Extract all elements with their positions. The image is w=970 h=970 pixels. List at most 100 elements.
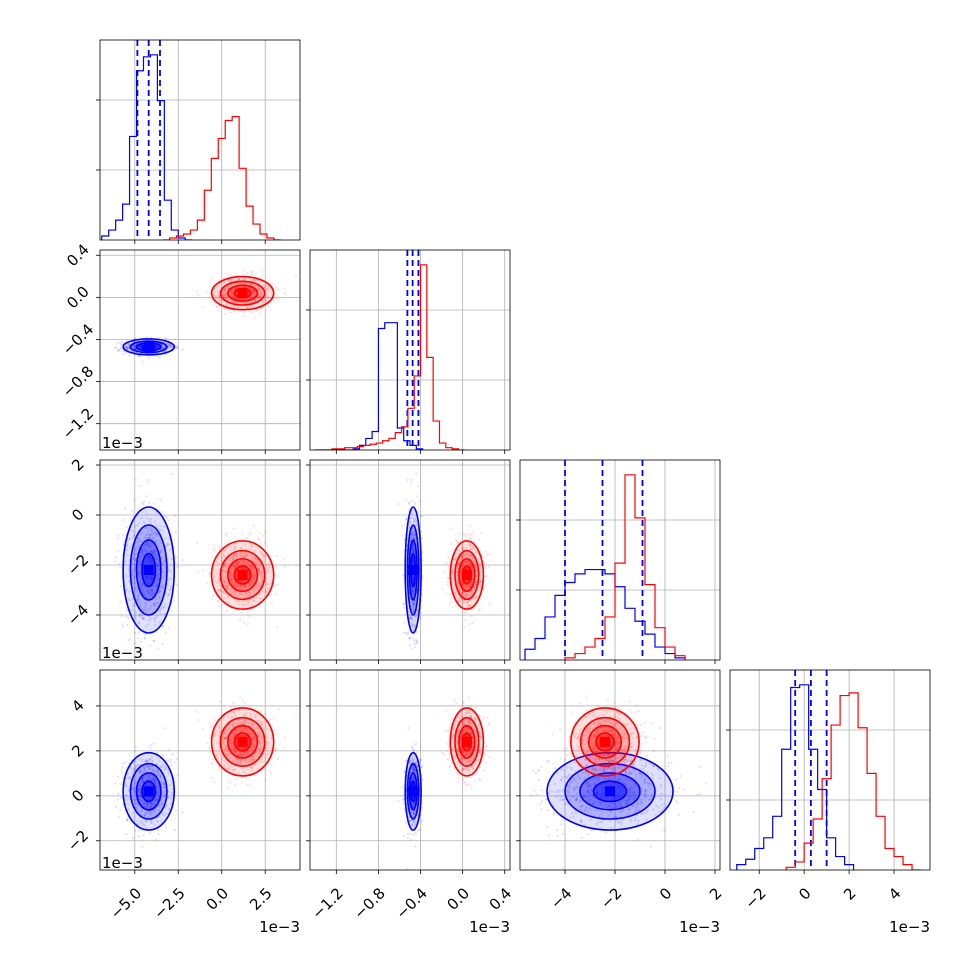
scatter-point [224,547,227,551]
scatter-point [231,288,234,291]
scatter-point [241,285,245,288]
scatter-point [252,278,255,281]
scatter-point [254,574,257,577]
scatter-point [486,575,489,578]
scatter-point [258,568,261,571]
scatter-point [463,561,466,565]
scatter-point [456,570,459,573]
scatter-point [120,347,123,350]
scatter-point [221,552,225,556]
scatter-point [254,556,257,559]
panel-content [113,472,298,650]
scatter-point [146,596,149,599]
scatter-point [138,621,141,625]
scatter-point [155,585,158,588]
scatter-point [150,534,153,537]
scatter-point [470,555,474,558]
scatter-point [150,593,153,596]
scatter-point [251,604,254,607]
scatter-point [240,584,243,587]
scatter-point [225,302,229,305]
scatter-point [150,542,154,545]
scatter-point [128,354,131,357]
scatter-point [225,286,228,289]
scatter-point [136,597,139,601]
scatter-point [408,644,412,647]
scatter-point [243,285,246,289]
scatter-point [229,545,232,548]
scatter-point [414,539,417,542]
scatter-point [247,283,251,286]
scatter-point [454,556,457,559]
scatter-point [225,292,228,295]
scatter-point [469,524,472,527]
scatter-point [231,591,234,594]
density-peak [143,565,154,575]
scatter-point [125,339,128,342]
scatter-point [223,582,227,585]
scatter-point [167,343,170,346]
scatter-point [265,294,268,297]
scatter-point [412,543,415,546]
scatter-point [218,296,221,300]
scatter-point [234,590,237,593]
scatter-point [249,580,253,583]
scatter-point [265,570,269,573]
scatter-point [150,617,153,620]
scatter-point [153,624,156,627]
scatter-point [141,616,144,620]
scatter-point [240,282,243,285]
scatter-point [137,631,140,634]
scatter-point [148,536,151,539]
scatter-point [167,344,170,347]
scatter-point [412,602,416,606]
scatter-point [236,306,239,310]
scatter-point [466,593,469,597]
scatter-point [410,537,413,540]
scatter-point [235,286,238,289]
scatter-point [470,582,473,586]
scatter-point [130,759,133,762]
scatter-point [161,570,164,573]
scatter-point [465,587,468,590]
scatter-point [275,298,279,301]
scatter-point [416,523,419,526]
scatter-point [154,808,158,811]
scatter-point [139,346,142,350]
scatter-point [244,583,247,587]
scatter-point [155,575,159,578]
scatter-point [163,583,166,587]
y-tick-label: 0 [68,505,87,524]
scatter-point [228,578,232,581]
scatter-point [157,609,161,612]
scatter-point [133,575,136,579]
scatter-point [241,559,245,563]
scatter-point [175,346,178,349]
scatter-point [143,563,146,566]
scatter-point [449,593,452,596]
scatter-point [201,569,205,572]
scatter-point [235,599,239,603]
scatter-point [412,537,415,540]
scatter-point [249,295,253,298]
scatter-point [144,550,148,553]
scatter-point [412,518,416,521]
scatter-point [252,289,255,292]
scatter-point [252,291,255,294]
scatter-point [132,569,135,572]
scatter-point [134,343,137,346]
scatter-point [146,478,149,482]
y-tick-label: −0.4 [59,320,97,358]
scatter-point [122,518,125,522]
scatter-point [469,584,472,587]
scatter-point [463,584,466,587]
scatter-point [460,566,463,570]
scatter-point [412,560,415,563]
scatter-point [164,631,167,634]
y-tick-label: −0.8 [59,362,97,400]
scatter-point [133,347,136,350]
scatter-point [219,589,222,592]
scatter-point [146,556,149,559]
scatter-point [157,355,160,359]
scatter-point [146,798,149,801]
